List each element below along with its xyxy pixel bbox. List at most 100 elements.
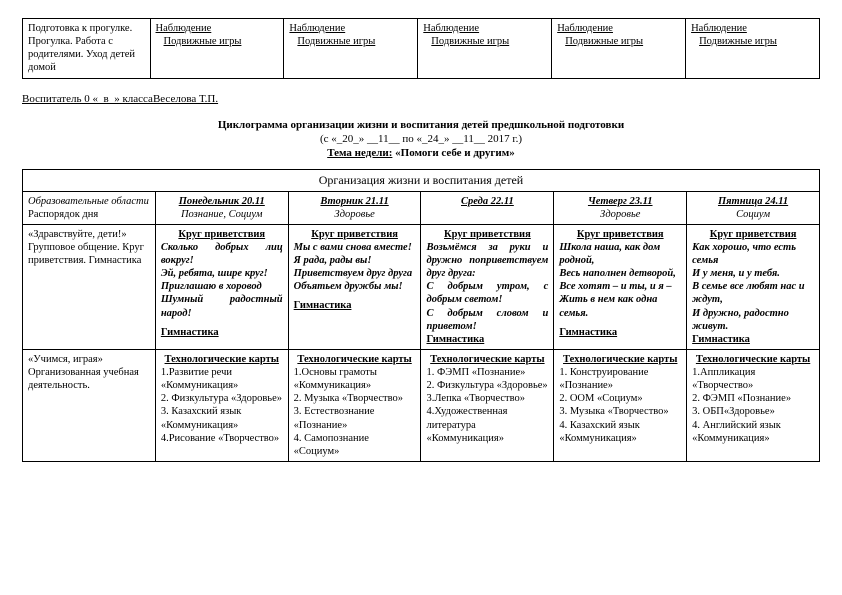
obs-sub: Подвижные игры xyxy=(557,35,680,48)
tech-fri: Технологические карты 1.Аппликация «Твор… xyxy=(687,349,820,461)
list-item: 2. ФЭМП «Познание» xyxy=(692,392,814,405)
greet-fri-body: Как хорошо, что есть семья И у меня, и у… xyxy=(692,241,814,333)
greet-mon: Круг приветствия Сколько добрых лиц вокр… xyxy=(155,224,288,349)
tech-mon: Технологические карты 1.Развитие речи «К… xyxy=(155,349,288,461)
top-cell-fri: Наблюдение Подвижные игры xyxy=(686,19,820,79)
day-fri: Пятница 24.11 xyxy=(718,196,788,207)
tech-thu-list: 1. Конструирование «Познание» 2. ООМ «Со… xyxy=(559,366,681,445)
header-block: Циклограмма организации жизни и воспитан… xyxy=(22,119,820,159)
gym-label: Гимнастика xyxy=(426,333,548,346)
top-cell-mon: Наблюдение Подвижные игры xyxy=(150,19,284,79)
greet-wed: Круг приветствия Возьмёмся за руки и дру… xyxy=(421,224,554,349)
list-item: 4.Рисование «Творчество» xyxy=(161,432,283,445)
tech-tue: Технологические карты 1.Основы грамоты «… xyxy=(288,349,421,461)
tech-title: Технологические карты xyxy=(161,353,283,366)
obs-sub: Подвижные игры xyxy=(156,35,279,48)
gym-label: Гимнастика xyxy=(559,326,681,339)
greet-title: Круг приветствия xyxy=(294,228,416,241)
top-cell-wed: Наблюдение Подвижные игры xyxy=(418,19,552,79)
day-thu: Четверг 23.11 xyxy=(588,196,653,207)
greet-fri: Круг приветствия Как хорошо, что есть се… xyxy=(687,224,820,349)
list-item: 4.Художественная литература «Коммуникаци… xyxy=(426,405,548,444)
obs-sub: Подвижные игры xyxy=(423,35,546,48)
list-item: 2. ООМ «Социум» xyxy=(559,392,681,405)
list-item: 1.Развитие речи «Коммуникация» xyxy=(161,366,283,392)
gym-label: Гимнастика xyxy=(692,333,814,346)
list-item: 2. Физкультура «Здоровье» xyxy=(426,379,548,392)
greet-title: Круг приветствия xyxy=(426,228,548,241)
list-item: 3.Лепка «Творчество» xyxy=(426,392,548,405)
list-item: 1. Конструирование «Познание» xyxy=(559,366,681,392)
subj-thu: Здоровье xyxy=(600,209,640,220)
top-cell-thu: Наблюдение Подвижные игры xyxy=(552,19,686,79)
day-header-wed: Среда 22.11 xyxy=(421,191,554,224)
tech-title: Технологические карты xyxy=(294,353,416,366)
list-item: 3. Музыка «Творчество» xyxy=(559,405,681,418)
obs-label: Наблюдение xyxy=(156,23,212,34)
obs-sub: Подвижные игры xyxy=(289,35,412,48)
day-header-fri: Пятница 24.11 Социум xyxy=(687,191,820,224)
tech-title: Технологические карты xyxy=(426,353,548,366)
list-item: 3. ОБП«Здоровье» xyxy=(692,405,814,418)
list-item: 1. ФЭМП «Познание» xyxy=(426,366,548,379)
list-item: 2. Музыка «Творчество» xyxy=(294,392,416,405)
theme-label: Тема недели: xyxy=(327,147,392,159)
tech-wed-list: 1. ФЭМП «Познание» 2. Физкультура «Здоро… xyxy=(426,366,548,445)
main-header: Организация жизни и воспитания детей xyxy=(23,169,820,191)
list-item: 2. Физкультура «Здоровье» xyxy=(161,392,283,405)
day-header-tue: Вторник 21.11 Здоровье xyxy=(288,191,421,224)
list-item: 3. Естествознание «Познание» xyxy=(294,405,416,431)
list-item: 1.Аппликация «Творчество» xyxy=(692,366,814,392)
doc-title: Циклограмма организации жизни и воспитан… xyxy=(22,119,820,131)
date-line: (с «_20_» __11__ по «_24_» __11__ 2017 г… xyxy=(22,133,820,145)
list-item: 4. Самопознание «Социум» xyxy=(294,432,416,458)
day-header-mon: Понедельник 20.11 Познание, Социум xyxy=(155,191,288,224)
greet-mon-body: Сколько добрых лиц вокруг! Эй, ребята, ш… xyxy=(161,241,283,320)
top-cell-tue: Наблюдение Подвижные игры xyxy=(284,19,418,79)
tech-wed: Технологические карты 1. ФЭМП «Познание»… xyxy=(421,349,554,461)
greet-title: Круг приветствия xyxy=(692,228,814,241)
teacher-text: Воспитатель 0 «_в_» классаВеселова Т.П. xyxy=(22,93,218,105)
theme-line: Тема недели: «Помоги себе и другим» xyxy=(22,147,820,159)
gym-label: Гимнастика xyxy=(294,299,416,312)
tech-tue-list: 1.Основы грамоты «Коммуникация» 2. Музык… xyxy=(294,366,416,458)
tech-title: Технологические карты xyxy=(692,353,814,366)
row-label-areas: Образовательные области Распорядок дня xyxy=(23,191,156,224)
tech-thu: Технологические карты 1. Конструирование… xyxy=(554,349,687,461)
greet-thu-body: Школа наша, как дом родной, Весь наполне… xyxy=(559,241,681,320)
greet-title: Круг приветствия xyxy=(559,228,681,241)
list-item: 4. Казахский язык «Коммуникация» xyxy=(559,419,681,445)
day-mon: Понедельник 20.11 xyxy=(179,196,265,207)
list-item: 4. Английский язык «Коммуникация» xyxy=(692,419,814,445)
subj-fri: Социум xyxy=(736,209,770,220)
top-col1: Подготовка к прогулке. Прогулка. Работа … xyxy=(23,19,151,79)
main-table: Организация жизни и воспитания детей Обр… xyxy=(22,169,820,462)
obs-label: Наблюдение xyxy=(289,23,345,34)
day-wed: Среда 22.11 xyxy=(461,196,514,207)
tech-title: Технологические карты xyxy=(559,353,681,366)
theme-value: «Помоги себе и другим» xyxy=(395,147,515,159)
routine-label: Распорядок дня xyxy=(28,209,98,220)
obs-sub: Подвижные игры xyxy=(691,35,814,48)
gym-label: Гимнастика xyxy=(161,326,283,339)
day-header-thu: Четверг 23.11 Здоровье xyxy=(554,191,687,224)
subj-tue: Здоровье xyxy=(334,209,374,220)
greet-title: Круг приветствия xyxy=(161,228,283,241)
obs-label: Наблюдение xyxy=(423,23,479,34)
row2-label: «Здравствуйте, дети!» Групповое общение.… xyxy=(23,224,156,349)
subj-mon: Познание, Социум xyxy=(181,209,263,220)
list-item: 1.Основы грамоты «Коммуникация» xyxy=(294,366,416,392)
greet-wed-body: Возьмёмся за руки и дружно поприветствуе… xyxy=(426,241,548,333)
row3-label: «Учимся, играя» Организованная учебная д… xyxy=(23,349,156,461)
tech-fri-list: 1.Аппликация «Творчество» 2. ФЭМП «Позна… xyxy=(692,366,814,445)
list-item: 3. Казахский язык «Коммуникация» xyxy=(161,405,283,431)
tech-mon-list: 1.Развитие речи «Коммуникация» 2. Физкул… xyxy=(161,366,283,445)
greet-tue-body: Мы с вами снова вместе! Я рада, рады вы!… xyxy=(294,241,416,294)
day-tue: Вторник 21.11 xyxy=(320,196,388,207)
obs-label: Наблюдение xyxy=(557,23,613,34)
greet-thu: Круг приветствия Школа наша, как дом род… xyxy=(554,224,687,349)
teacher-line: Воспитатель 0 «_в_» классаВеселова Т.П. xyxy=(22,93,820,105)
greet-tue: Круг приветствия Мы с вами снова вместе!… xyxy=(288,224,421,349)
obs-label: Наблюдение xyxy=(691,23,747,34)
top-schedule-table: Подготовка к прогулке. Прогулка. Работа … xyxy=(22,18,820,79)
